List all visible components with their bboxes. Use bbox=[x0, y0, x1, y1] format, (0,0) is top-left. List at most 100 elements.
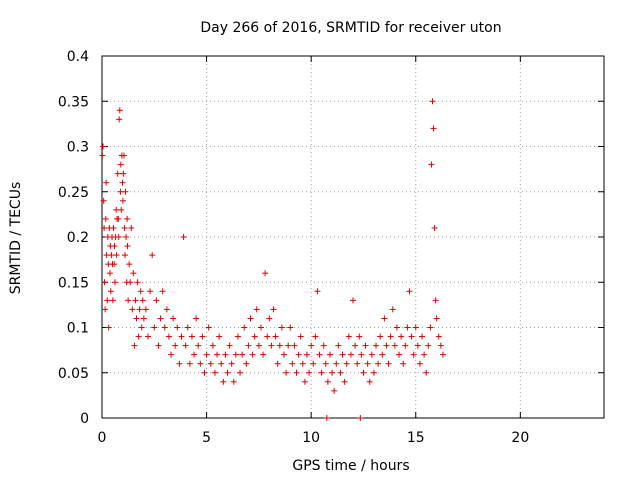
data-point bbox=[120, 152, 127, 159]
data-point bbox=[291, 342, 298, 349]
data-point bbox=[437, 342, 444, 349]
y-tick-label: 0.1 bbox=[67, 321, 89, 337]
y-tick-label: 0.15 bbox=[58, 275, 89, 291]
data-point bbox=[264, 333, 271, 340]
x-tick-label: 0 bbox=[98, 430, 107, 446]
data-point bbox=[295, 351, 302, 358]
data-point bbox=[115, 215, 122, 222]
x-tick-label: 15 bbox=[407, 430, 425, 446]
data-point bbox=[375, 360, 382, 367]
data-point bbox=[115, 234, 122, 240]
data-point bbox=[289, 360, 296, 367]
data-point bbox=[400, 360, 407, 367]
data-point bbox=[105, 324, 112, 331]
data-point bbox=[132, 297, 139, 304]
data-point bbox=[237, 369, 244, 376]
data-point bbox=[111, 261, 118, 268]
data-point bbox=[216, 333, 223, 340]
data-point bbox=[301, 378, 308, 385]
y-tick-label: 0.35 bbox=[58, 94, 89, 110]
data-point bbox=[122, 188, 129, 195]
data-point bbox=[102, 215, 109, 222]
data-point bbox=[287, 324, 294, 331]
data-point bbox=[393, 324, 400, 331]
data-point bbox=[274, 360, 281, 367]
data-point bbox=[117, 188, 124, 195]
data-point bbox=[117, 161, 124, 168]
data-point bbox=[360, 369, 367, 376]
data-point bbox=[203, 351, 210, 358]
data-point bbox=[343, 360, 350, 367]
data-point bbox=[228, 360, 235, 367]
y-tick-label: 0.2 bbox=[67, 230, 89, 246]
data-point bbox=[172, 342, 179, 349]
data-point bbox=[345, 333, 352, 340]
data-point bbox=[425, 342, 432, 349]
data-point bbox=[226, 342, 233, 349]
data-point bbox=[255, 342, 262, 349]
data-point bbox=[116, 116, 123, 123]
data-point bbox=[106, 270, 113, 277]
data-point bbox=[209, 342, 216, 349]
data-point bbox=[404, 324, 411, 331]
data-point bbox=[116, 107, 123, 114]
data-point bbox=[427, 324, 434, 331]
data-point bbox=[232, 351, 239, 358]
data-point bbox=[350, 297, 356, 304]
data-point bbox=[324, 378, 331, 385]
data-point bbox=[389, 306, 396, 313]
data-point bbox=[406, 288, 413, 295]
data-point bbox=[191, 351, 198, 358]
data-point bbox=[335, 342, 342, 349]
data-point bbox=[373, 342, 380, 349]
data-point bbox=[308, 342, 315, 349]
data-point bbox=[111, 279, 118, 286]
data-point bbox=[168, 351, 175, 358]
data-point bbox=[107, 288, 114, 295]
data-point bbox=[207, 360, 214, 367]
data-point bbox=[410, 351, 417, 358]
data-point bbox=[429, 98, 436, 105]
data-point bbox=[104, 297, 111, 304]
data-point bbox=[414, 342, 421, 349]
data-point bbox=[419, 333, 426, 340]
data-point bbox=[199, 333, 206, 340]
data-point bbox=[133, 315, 140, 322]
data-point bbox=[381, 315, 388, 322]
data-point bbox=[316, 351, 323, 358]
data-point bbox=[218, 360, 225, 367]
data-point bbox=[211, 369, 218, 376]
chart-title: Day 266 of 2016, SRMTID for receiver uto… bbox=[200, 20, 501, 36]
data-point bbox=[329, 369, 336, 376]
data-point bbox=[222, 351, 229, 358]
data-point bbox=[245, 342, 252, 349]
data-point bbox=[285, 342, 292, 349]
data-point bbox=[331, 387, 338, 394]
data-point bbox=[182, 342, 189, 349]
data-point bbox=[130, 270, 137, 277]
data-point bbox=[142, 306, 149, 313]
data-point bbox=[159, 288, 166, 295]
data-point bbox=[347, 351, 354, 358]
data-point bbox=[124, 215, 131, 222]
data-point bbox=[128, 224, 135, 231]
data-point bbox=[391, 342, 398, 349]
data-point bbox=[297, 333, 304, 340]
data-point bbox=[155, 342, 162, 349]
x-axis-label: GPS time / hours bbox=[292, 458, 409, 474]
data-point bbox=[341, 378, 348, 385]
data-point bbox=[268, 342, 275, 349]
data-point bbox=[149, 252, 156, 259]
data-point bbox=[357, 415, 364, 421]
data-point bbox=[101, 224, 108, 231]
data-point bbox=[126, 261, 133, 268]
data-point bbox=[125, 297, 132, 304]
data-point bbox=[430, 125, 437, 132]
data-point bbox=[310, 360, 317, 367]
data-point bbox=[432, 297, 439, 304]
data-point bbox=[431, 224, 438, 231]
data-point bbox=[220, 378, 227, 385]
data-point bbox=[299, 360, 306, 367]
data-point bbox=[123, 234, 130, 240]
data-point bbox=[111, 243, 118, 250]
